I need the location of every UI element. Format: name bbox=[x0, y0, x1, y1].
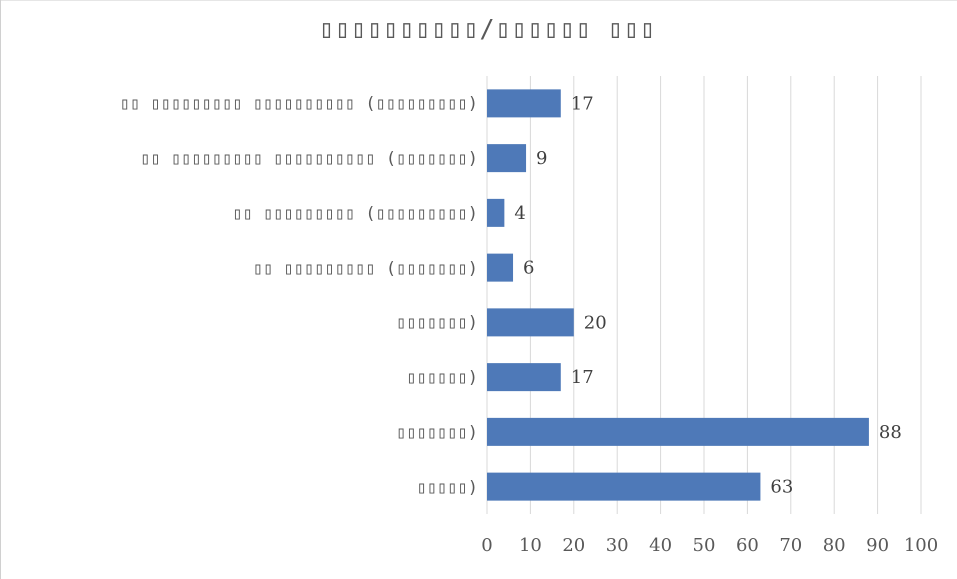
category-label: ▯▯ ▯▯▯▯▯▯▯▯▯ ▯▯▯▯▯▯▯▯▯▯ (▯▯▯▯▯▯▯▯▯) bbox=[119, 94, 478, 114]
x-tick-label: 80 bbox=[823, 535, 846, 556]
x-tick-label: 100 bbox=[904, 535, 938, 556]
bar bbox=[487, 198, 505, 227]
data-label: 9 bbox=[536, 148, 547, 169]
data-label: 17 bbox=[571, 93, 594, 114]
data-label: 4 bbox=[514, 203, 525, 224]
bar bbox=[487, 89, 561, 118]
x-tick-label: 60 bbox=[736, 535, 759, 556]
bar bbox=[487, 144, 527, 173]
x-tick-label: 50 bbox=[693, 535, 716, 556]
x-tick-label: 70 bbox=[779, 535, 802, 556]
x-tick-label: 40 bbox=[649, 535, 672, 556]
x-tick-label: 0 bbox=[481, 535, 492, 556]
data-label: 6 bbox=[523, 258, 534, 279]
category-label: ▯▯▯▯▯) bbox=[416, 478, 478, 498]
chart-title: ▯▯▯▯▯▯▯▯▯▯/▯▯▯▯▯▯ ▯▯▯ bbox=[318, 14, 657, 43]
x-tick-label: 30 bbox=[606, 535, 629, 556]
category-label: ▯▯▯▯▯▯▯) bbox=[396, 313, 478, 333]
bar bbox=[487, 308, 574, 337]
x-tick-label: 90 bbox=[866, 535, 889, 556]
data-label: 63 bbox=[770, 477, 793, 498]
data-label: 88 bbox=[879, 422, 902, 443]
category-label: ▯▯ ▯▯▯▯▯▯▯▯▯ (▯▯▯▯▯▯▯) bbox=[252, 259, 478, 279]
chart-area-border bbox=[0, 0, 957, 1]
category-label: ▯▯▯▯▯▯▯) bbox=[396, 423, 478, 443]
category-label: ▯▯ ▯▯▯▯▯▯▯▯▯ (▯▯▯▯▯▯▯▯▯) bbox=[232, 204, 478, 224]
data-label: 17 bbox=[571, 367, 594, 388]
chart-area-left-edge bbox=[0, 0, 1, 579]
x-tick-label: 20 bbox=[562, 535, 585, 556]
data-label: 20 bbox=[584, 312, 607, 333]
bar bbox=[487, 417, 869, 446]
category-label: ▯▯▯▯▯▯) bbox=[406, 368, 478, 388]
bar bbox=[487, 363, 561, 392]
bar bbox=[487, 253, 514, 282]
category-label: ▯▯ ▯▯▯▯▯▯▯▯▯ ▯▯▯▯▯▯▯▯▯▯ (▯▯▯▯▯▯▯) bbox=[140, 149, 478, 169]
x-tick-label: 10 bbox=[519, 535, 542, 556]
bar bbox=[487, 472, 761, 501]
